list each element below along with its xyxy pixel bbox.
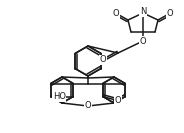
Text: O: O: [114, 96, 121, 105]
Text: O: O: [140, 36, 146, 45]
Text: O: O: [167, 9, 173, 18]
Text: N: N: [140, 7, 146, 16]
Text: O: O: [85, 101, 91, 111]
Text: O: O: [100, 55, 106, 65]
Text: HO: HO: [53, 92, 66, 101]
Text: O: O: [113, 9, 119, 18]
